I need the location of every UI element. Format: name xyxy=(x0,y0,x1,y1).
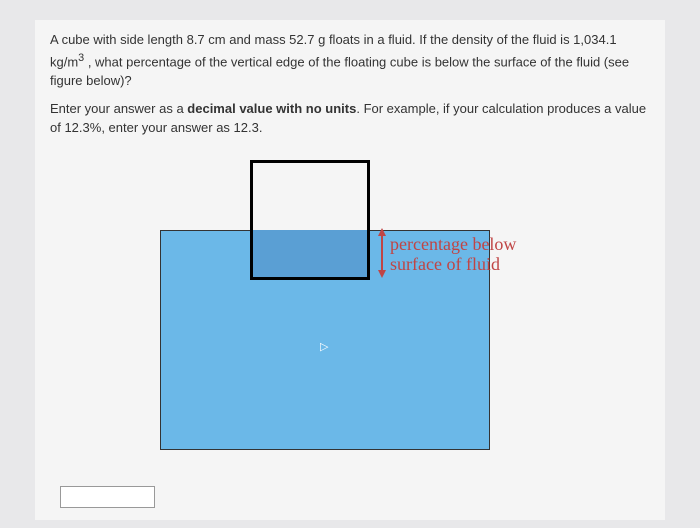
question-text-2: Enter your answer as a decimal value wit… xyxy=(50,99,650,138)
floating-cube-diagram: percentage below surface of fluid ▷ xyxy=(100,150,600,460)
q1-part2: , what percentage of the vertical edge o… xyxy=(50,54,629,89)
diagram-label: percentage below surface of fluid xyxy=(390,235,516,275)
arrow-down-icon xyxy=(378,270,386,278)
question-text-1: A cube with side length 8.7 cm and mass … xyxy=(50,30,650,91)
q2-bold: decimal value with no units xyxy=(187,101,356,116)
label-line1: percentage below xyxy=(390,234,516,254)
answer-input[interactable] xyxy=(60,486,155,508)
q2-part1: Enter your answer as a xyxy=(50,101,187,116)
cursor-icon: ▷ xyxy=(320,340,328,353)
cube-submerged xyxy=(250,230,370,280)
label-line2: surface of fluid xyxy=(390,254,500,274)
question-panel: A cube with side length 8.7 cm and mass … xyxy=(35,20,665,520)
arrow-line xyxy=(381,234,383,272)
